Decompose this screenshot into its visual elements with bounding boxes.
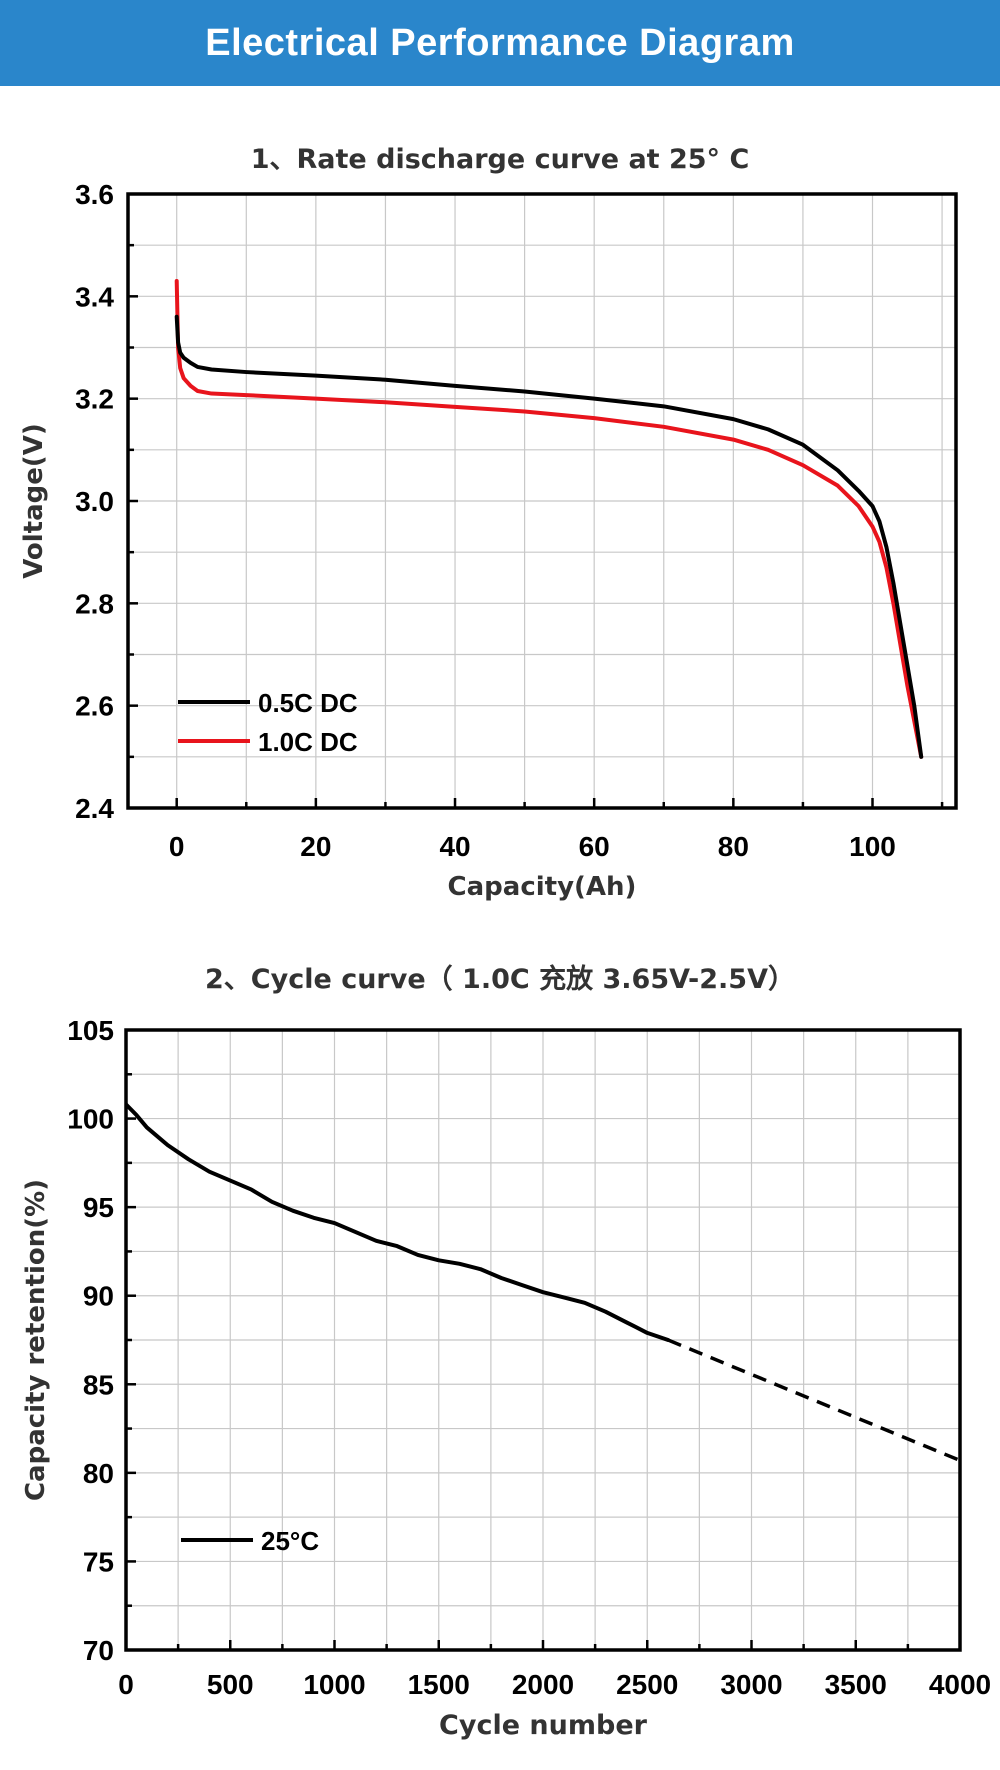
discharge-curve-chart: 0 20 40 60 80 100 2.4 2.6 2.8 3.0 3.2 3.4 3.6 Capacit… [19, 179, 958, 902]
legend: 0.5C DC 1.0C DC [178, 688, 358, 757]
page-banner: Electrical Performance Diagram [0, 0, 1000, 86]
x-tick-label: 4000 [929, 1669, 991, 1700]
ticks [124, 1028, 962, 1652]
x-tick-label: 3000 [720, 1669, 782, 1700]
x-tick-label: 2000 [512, 1669, 574, 1700]
series-line-1-0c-dc [174, 278, 924, 759]
y-axis-label: Voltage(V) [19, 423, 49, 579]
cycle-curve-chart: 0 500 1000 1500 2000 2500 3000 3500 4000 70 75 80 85… [21, 1015, 991, 1741]
y-tick-label: 2.8 [75, 588, 114, 619]
chart-title-cycle: 2、Cycle curve（ 1.0C 充放 3.65V-2.5V） [205, 964, 795, 995]
legend-label: 0.5C DC [258, 688, 358, 718]
y-tick-label: 2.6 [75, 691, 114, 722]
ticks [128, 192, 944, 810]
x-tick-label: 100 [849, 831, 896, 862]
series-group [126, 1102, 960, 1463]
x-axis-label: Cycle number [439, 1710, 648, 1741]
legend-label: 1.0C DC [258, 727, 358, 757]
series-line-25-c [126, 1102, 671, 1342]
y-tick-label: 3.2 [75, 384, 114, 415]
y-tick-label: 105 [67, 1015, 114, 1046]
y-tick-label: 3.4 [75, 281, 114, 312]
series-group [174, 278, 924, 759]
x-tick-label: 0 [118, 1669, 134, 1700]
grid [128, 194, 956, 808]
y-axis-label: Capacity retention(%) [21, 1179, 51, 1501]
grid [126, 1030, 960, 1650]
x-tick-label: 500 [207, 1669, 254, 1700]
x-tick-label: 1000 [303, 1669, 365, 1700]
legend-label: 25°C [261, 1526, 319, 1556]
series-line-projection [667, 1338, 960, 1463]
x-tick-label: 20 [300, 831, 331, 862]
x-tick-label: 60 [579, 831, 610, 862]
y-tick-label: 100 [67, 1104, 114, 1135]
y-tick-label: 2.4 [75, 793, 114, 824]
x-tick-label: 1500 [408, 1669, 470, 1700]
page-title: Electrical Performance Diagram [205, 21, 795, 64]
y-tick-label: 3.0 [75, 486, 114, 517]
y-tick-label: 3.6 [75, 179, 114, 210]
y-tick-label: 85 [83, 1369, 114, 1400]
y-tick-label: 80 [83, 1458, 114, 1489]
y-tick-label: 90 [83, 1281, 114, 1312]
x-tick-label: 3500 [825, 1669, 887, 1700]
x-tick-label: 0 [169, 831, 185, 862]
y-tick-label: 70 [83, 1635, 114, 1666]
legend: 25°C [181, 1526, 319, 1556]
chart-title-discharge: 1、Rate discharge curve at 25° C [250, 144, 750, 175]
y-tick-label: 75 [83, 1546, 114, 1577]
y-tick-label: 95 [83, 1192, 114, 1223]
x-tick-label: 80 [718, 831, 749, 862]
x-tick-label: 2500 [616, 1669, 678, 1700]
x-axis-label: Capacity(Ah) [448, 872, 637, 902]
x-tick-label: 40 [439, 831, 470, 862]
series-line-0-5c-dc [174, 314, 924, 759]
